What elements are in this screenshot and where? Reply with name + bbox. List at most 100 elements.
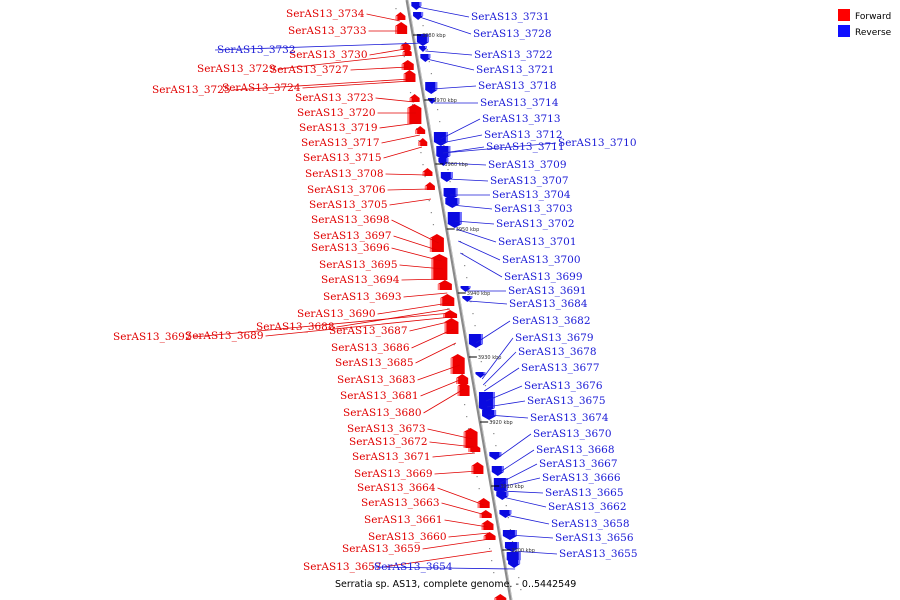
backbone-dot — [464, 404, 466, 406]
gene-label: SerAS13_3724 — [222, 82, 301, 94]
backbone-dot — [495, 445, 497, 447]
backbone-dot — [488, 548, 491, 550]
forward-gene-shade — [395, 16, 398, 20]
label-leader-line — [393, 235, 441, 252]
label-leader-line — [391, 247, 442, 262]
reverse-gene-arrow — [411, 2, 422, 10]
forward-gene-arrow — [402, 48, 412, 56]
label-leader-line — [369, 48, 406, 56]
reverse-gene-arrow — [445, 198, 460, 208]
gene-label: SerAS13_3694 — [321, 274, 400, 286]
reverse-gene-arrow — [499, 510, 512, 518]
reverse-gene-shade — [448, 146, 451, 156]
backbone-dot — [424, 176, 426, 178]
gene-label: SerAS13_3685 — [335, 357, 414, 369]
forward-gene-shade — [418, 142, 421, 146]
label-leader-line — [495, 433, 532, 460]
gene-label: SerAS13_3729 — [197, 63, 276, 75]
gene-label: SerAS13_3676 — [524, 380, 603, 392]
reverse-gene-shade — [426, 34, 429, 42]
backbone-dot — [495, 584, 497, 586]
backbone-dot — [403, 56, 405, 58]
label-leader-line — [500, 463, 538, 484]
backbone-dot — [437, 109, 439, 111]
reverse-gene-shade — [468, 286, 471, 288]
gene-label: SerAS13_3705 — [309, 199, 388, 211]
label-leader-line — [509, 534, 554, 539]
gene-label: SerAS13_3665 — [545, 487, 624, 499]
forward-gene-arrow — [431, 254, 448, 280]
gene-label: SerAS13_3700 — [502, 254, 581, 266]
label-leader-line — [214, 42, 424, 51]
scale-tick-label: 3900 kbp — [511, 548, 535, 554]
forward-gene-shade — [403, 74, 406, 82]
reverse-gene-shade — [455, 188, 458, 196]
gene-label: SerAS13_3711 — [486, 141, 565, 153]
label-leader-line — [389, 198, 432, 206]
backbone-dot — [418, 140, 420, 142]
forward-gene-shade — [457, 386, 460, 396]
gene-label: SerAS13_3670 — [533, 428, 612, 440]
reverse-gene-shade — [435, 82, 438, 90]
backbone-dot — [505, 505, 507, 507]
backbone-dot — [401, 44, 403, 46]
reverse-gene-shade — [446, 158, 449, 162]
gene-label: SerAS13_3713 — [482, 113, 561, 125]
reverse-gene-shade — [494, 410, 497, 416]
label-leader-line — [385, 173, 427, 176]
label-leader-line — [451, 204, 493, 210]
label-leader-line — [484, 367, 520, 392]
backbone-dot — [511, 541, 514, 543]
label-leader-line — [429, 441, 475, 448]
scale-tick-label: 3960 kbp — [444, 162, 468, 168]
label-leaders — [193, 6, 558, 570]
label-leader-line — [379, 122, 418, 129]
label-leader-line — [458, 240, 501, 261]
reverse-gene-arrow — [420, 54, 431, 62]
forward-gene-arrow — [444, 318, 459, 334]
reverse-gene-shade — [419, 2, 422, 6]
forward-gene-shade — [468, 448, 471, 452]
label-leader-line — [265, 316, 452, 337]
label-leader-line — [440, 118, 481, 140]
reverse-gene-shade — [428, 54, 431, 58]
label-leader-line — [475, 320, 511, 344]
backbone-dot — [449, 181, 451, 183]
label-leader-line — [482, 351, 517, 386]
label-leader-line — [444, 519, 488, 528]
gene-label: SerAS13_3704 — [492, 189, 571, 201]
gene-label: SerAS13_3681 — [340, 390, 419, 402]
backbone-dot — [466, 277, 468, 279]
gene-label: SerAS13_3699 — [504, 271, 583, 283]
label-leader-line — [391, 219, 439, 244]
label-leader-line — [486, 400, 526, 408]
backbone-dot — [476, 476, 478, 478]
gene-label: SerAS13_3662 — [548, 501, 627, 513]
scale-tick-label: 3980 kbp — [422, 33, 446, 39]
reverse-gene-shade — [516, 542, 519, 548]
backbone-dot — [474, 325, 476, 327]
gene-label: SerAS13_3703 — [494, 203, 573, 215]
legend: Forward Reverse — [838, 9, 892, 38]
gene-label: SerAS13_3722 — [474, 49, 553, 61]
label-leader-line — [432, 452, 476, 458]
gene-label: SerAS13_3675 — [527, 395, 606, 407]
gene-label: SerAS13_3656 — [555, 532, 634, 544]
backbone-dot — [472, 313, 474, 315]
forward-gene-shade — [407, 108, 410, 124]
reverse-gene-shade — [506, 492, 509, 496]
forward-gene-arrow — [463, 428, 478, 448]
reverse-gene-arrow — [462, 296, 473, 302]
label-leader-line — [399, 264, 444, 270]
label-leader-line — [302, 80, 411, 89]
backbone-dot — [478, 488, 480, 490]
gene-label: SerAS13_3671 — [352, 451, 431, 463]
gene-label: SerAS13_3664 — [357, 482, 436, 494]
scale-tick-label: 3970 kbp — [433, 98, 457, 104]
backbone-dot — [447, 308, 449, 310]
reverse-gene-arrow — [443, 188, 458, 200]
label-leader-line — [401, 278, 445, 281]
label-leader-line — [481, 337, 514, 380]
legend-forward-swatch — [838, 9, 850, 21]
